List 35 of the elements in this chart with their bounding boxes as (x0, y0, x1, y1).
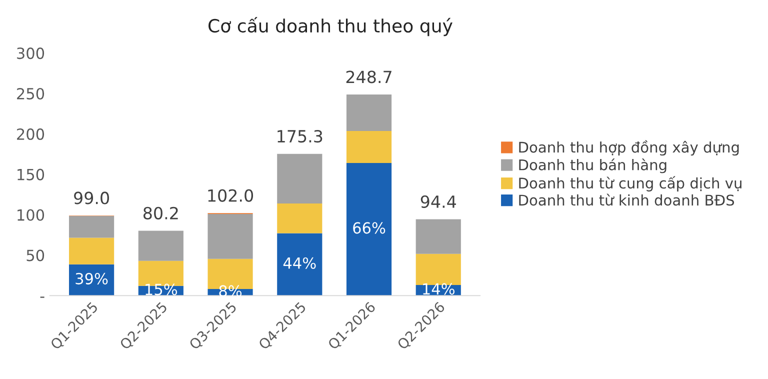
legend-label: Doanh thu hợp đồng xây dựng (519, 140, 739, 156)
legend-label: Doanh thu từ kinh doanh BĐS (519, 194, 734, 206)
bar (138, 230, 184, 261)
bar (416, 254, 461, 285)
y-tick-label: - (40, 296, 44, 298)
bar (68, 216, 114, 238)
bar (416, 219, 461, 254)
legend-label: Doanh thu từ cung cấp dịch vụ (519, 176, 742, 192)
total-label: 102.0 (208, 189, 254, 202)
annotation: 15% (146, 284, 178, 296)
bar (68, 238, 114, 264)
annotation: 14% (423, 283, 455, 295)
y-tick-label: 300 (17, 48, 44, 60)
total-label: 94.4 (420, 195, 456, 208)
bar (277, 233, 322, 296)
bar (346, 131, 392, 163)
y-tick-label: 150 (18, 168, 44, 180)
y-tick-label: 200 (17, 128, 44, 140)
y-tick-label: 50 (26, 250, 44, 262)
y-tick-label: 100 (18, 209, 44, 221)
total-label: 80.2 (143, 206, 178, 220)
y-tick-label: 250 (17, 88, 44, 100)
bar (277, 154, 322, 204)
total-label: 248.7 (346, 70, 392, 84)
chart-title: Cơ cấu doanh thu theo quý (208, 17, 452, 36)
bar (346, 94, 392, 132)
bar (346, 162, 392, 296)
annotation: 39% (76, 272, 108, 284)
annotation: 66% (353, 222, 386, 234)
bar (277, 203, 322, 234)
total-label: 99.0 (74, 192, 109, 204)
legend-label: Doanh thu bán hàng (519, 158, 666, 174)
total-label: 175.3 (278, 130, 322, 143)
bar (208, 214, 253, 259)
annotation: 44% (283, 257, 316, 269)
